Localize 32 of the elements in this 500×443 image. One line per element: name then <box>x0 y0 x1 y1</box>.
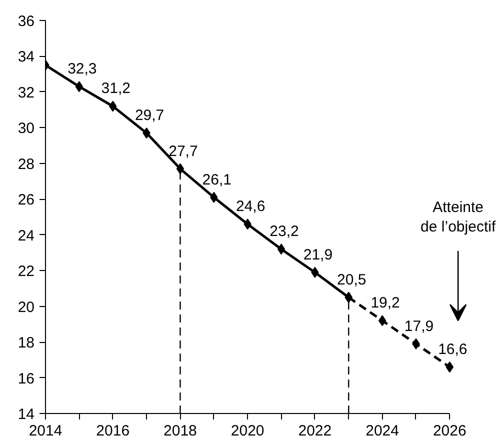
y-tick-label: 28 <box>18 156 35 173</box>
y-tick-label: 22 <box>18 263 35 280</box>
data-label: 21,9 <box>303 246 333 264</box>
data-label: 32,3 <box>68 60 97 78</box>
x-tick-label: 2026 <box>432 422 466 440</box>
x-tick-label: 2022 <box>298 422 332 440</box>
x-tick-label: 2018 <box>164 422 197 440</box>
data-label: 27,7 <box>168 142 198 160</box>
y-tick-label: 20 <box>18 298 35 316</box>
data-label: 20,5 <box>337 271 366 288</box>
data-label: 26,1 <box>202 171 232 188</box>
y-tick-label: 26 <box>18 192 35 209</box>
data-label: 19,2 <box>370 294 400 312</box>
data-label: 24,6 <box>236 198 266 216</box>
data-label: 29,7 <box>134 107 164 124</box>
y-tick-label: 32 <box>18 84 35 102</box>
x-tick-label: 2016 <box>96 422 130 440</box>
y-tick-label: 14 <box>18 406 35 423</box>
y-tick-label: 24 <box>18 227 35 244</box>
data-label: 23,2 <box>270 223 299 240</box>
x-tick-label: 2020 <box>230 422 264 440</box>
x-tick-label: 2014 <box>28 422 62 440</box>
data-label: 31,2 <box>101 80 130 98</box>
data-label: 16,6 <box>438 341 468 358</box>
annotation: Atteinte de l’objectif <box>420 199 496 236</box>
y-tick-label: 30 <box>18 120 35 138</box>
x-tick-label: 2024 <box>366 422 399 440</box>
y-tick-label: 16 <box>18 370 35 388</box>
y-tick-label: 34 <box>18 48 35 66</box>
data-label: 17,9 <box>404 318 434 335</box>
y-tick-label: 18 <box>18 334 35 352</box>
y-tick-label: 36 <box>18 13 35 30</box>
